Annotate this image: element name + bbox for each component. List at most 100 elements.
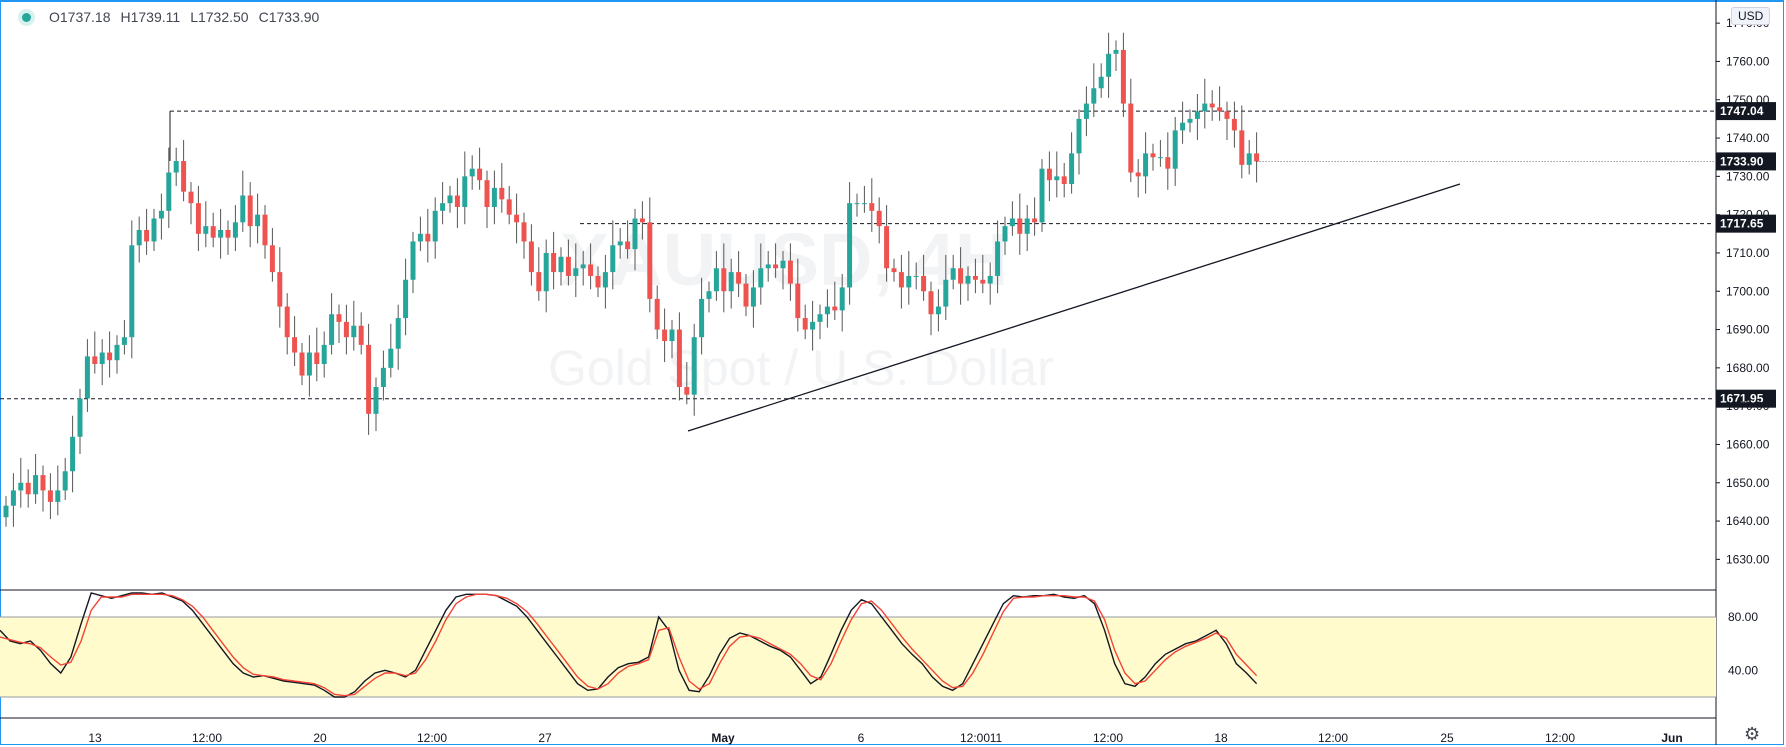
status-dot-icon[interactable] xyxy=(22,12,31,22)
candle-body xyxy=(787,260,793,284)
low-value: L1732.50 xyxy=(190,9,249,25)
candle-body xyxy=(417,233,423,242)
candle-body xyxy=(995,241,1001,276)
candle-body xyxy=(832,306,838,311)
candle-body xyxy=(1017,218,1023,234)
candle-body xyxy=(469,168,475,177)
candle-body xyxy=(869,203,875,211)
candle-body xyxy=(1217,107,1223,112)
candle-body xyxy=(1180,122,1186,131)
candle-body xyxy=(639,218,645,223)
level-label-bg xyxy=(1716,102,1776,121)
candle-body xyxy=(1246,153,1252,165)
level-label: 1747.04 xyxy=(1720,104,1764,118)
candle-body xyxy=(255,214,261,227)
candle-body xyxy=(99,352,105,365)
candle-body xyxy=(676,329,682,388)
candle-body xyxy=(758,268,764,288)
time-tick-label: 27 xyxy=(538,731,552,745)
candle-body xyxy=(632,218,638,250)
candle-body xyxy=(1202,103,1208,112)
open-value: O1737.18 xyxy=(49,9,111,25)
candle-body xyxy=(854,203,860,205)
candle-body xyxy=(92,356,98,365)
candle-body xyxy=(314,352,320,365)
candle-body xyxy=(195,203,201,234)
candle-body xyxy=(935,306,941,315)
price-tick-label: 1750.00 xyxy=(1726,93,1770,107)
time-tick-label: 12:00 xyxy=(1545,731,1575,745)
candle-body xyxy=(699,298,705,338)
candle-body xyxy=(543,252,549,292)
time-tick-label: May xyxy=(711,731,735,745)
candle-body xyxy=(610,245,616,273)
candle-body xyxy=(1113,49,1119,54)
candle-body xyxy=(1032,218,1038,223)
time-tick-label: 12:00 xyxy=(960,731,990,745)
gear-icon[interactable]: ⚙ xyxy=(1744,724,1761,744)
price-tick-label: 1670.00 xyxy=(1726,399,1770,413)
candle-body xyxy=(10,490,16,506)
candle-body xyxy=(306,352,312,376)
candle-body xyxy=(1239,130,1245,165)
candle-body xyxy=(484,180,490,207)
candle-body xyxy=(1254,153,1260,162)
time-tick-label: 6 xyxy=(858,731,865,745)
stoch-d-line xyxy=(0,593,1258,697)
candle-body xyxy=(654,298,660,330)
candle-body xyxy=(595,275,601,288)
currency-badge[interactable]: USD xyxy=(1731,7,1771,25)
candle-body xyxy=(987,275,993,284)
price-tick-label: 1630.00 xyxy=(1726,552,1770,566)
level-label-bg xyxy=(1716,389,1776,408)
candle-body xyxy=(684,387,690,395)
last-price-bg xyxy=(1716,152,1776,171)
candle-body xyxy=(521,222,527,242)
candle-body xyxy=(921,275,927,292)
candle-body xyxy=(1076,118,1082,154)
candle-body xyxy=(824,306,830,315)
candle-body xyxy=(240,195,246,223)
time-tick-label: Jun xyxy=(1661,731,1682,745)
candle-body xyxy=(299,352,305,376)
price-tick-label: 1760.00 xyxy=(1726,54,1770,68)
candle-body xyxy=(617,241,623,246)
candle-body xyxy=(943,279,949,307)
candle-body xyxy=(1194,111,1200,119)
candle-body xyxy=(343,321,349,338)
candle-body xyxy=(447,195,453,204)
candle-body xyxy=(588,264,594,276)
candle-body xyxy=(403,279,409,319)
candle-body xyxy=(847,203,853,288)
candle-body xyxy=(773,264,779,269)
time-tick-label: 25 xyxy=(1440,731,1454,745)
candle-body xyxy=(928,291,934,315)
candle-body xyxy=(536,272,542,292)
level-label-bg xyxy=(1716,214,1776,233)
candle-body xyxy=(602,272,608,288)
candle-body xyxy=(121,337,127,345)
time-tick-label: 11 xyxy=(990,731,1003,745)
candle-body xyxy=(965,275,971,284)
candle-body xyxy=(1054,176,1060,181)
candle-body xyxy=(380,367,386,388)
candle-body xyxy=(203,226,209,234)
candle-body xyxy=(898,272,904,288)
candle-body xyxy=(144,229,150,242)
close-value: C1733.90 xyxy=(258,9,320,25)
candle-body xyxy=(491,187,497,207)
candle-body xyxy=(669,329,675,342)
candle-body xyxy=(558,256,564,273)
candle-body xyxy=(1224,111,1230,119)
candle-body xyxy=(284,306,290,338)
candle-body xyxy=(218,229,224,238)
candle-body xyxy=(514,214,520,223)
candle-body xyxy=(77,398,83,437)
candle-body xyxy=(373,387,379,414)
price-tick-label: 1730.00 xyxy=(1726,169,1770,183)
candle-body xyxy=(188,191,194,204)
candle-body xyxy=(765,264,771,269)
candle-body xyxy=(358,325,364,345)
candle-body xyxy=(432,210,438,242)
